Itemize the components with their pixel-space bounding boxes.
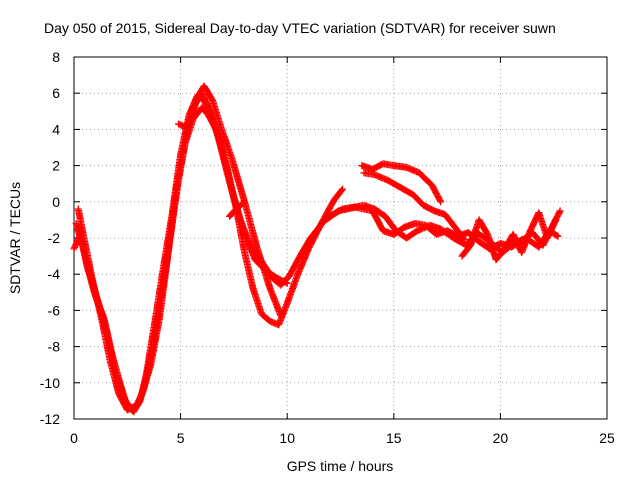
x-tick-label: 5 [177, 430, 185, 446]
x-axis-label: GPS time / hours [287, 458, 394, 474]
series-track-2 [72, 89, 347, 412]
x-tick-label: 10 [279, 430, 295, 446]
y-tick-label: -10 [40, 375, 60, 391]
data-point-marker [339, 185, 347, 193]
data-point-marker [283, 279, 291, 287]
y-tick-label: -8 [48, 339, 61, 355]
data-point-marker [338, 186, 346, 194]
y-tick-label: 2 [52, 158, 60, 174]
series-track-4 [175, 82, 285, 320]
x-tick-label: 0 [70, 430, 78, 446]
data-point-marker [238, 200, 246, 208]
data-point-marker [553, 231, 561, 239]
y-tick-label: 6 [52, 85, 60, 101]
y-tick-label: 8 [52, 49, 60, 65]
data-point-marker [556, 207, 564, 215]
data-point-marker [552, 216, 560, 224]
y-tick-label: -2 [48, 230, 61, 246]
data-point-marker [237, 201, 245, 208]
series-track-1 [70, 91, 564, 416]
data-point-marker [282, 279, 290, 287]
data-point-marker [436, 196, 444, 204]
y-tick-label: 0 [52, 194, 60, 210]
y-axis-label: SDTVAR / TECUs [7, 182, 23, 294]
chart-title: Day 050 of 2015, Sidereal Day-to-day VTE… [44, 20, 556, 36]
data-point-marker [555, 208, 563, 216]
series-track-9 [458, 209, 560, 264]
data-point-marker [554, 232, 562, 240]
y-tick-label: -6 [48, 302, 61, 318]
y-tick-label: -12 [40, 411, 60, 427]
x-tick-label: 25 [599, 430, 615, 446]
x-tick-label: 20 [493, 430, 509, 446]
series-track-7 [360, 169, 468, 244]
y-tick-label: 4 [52, 121, 60, 137]
series-track-6 [358, 160, 445, 206]
data-point-marker [277, 312, 285, 320]
data-point-marker [138, 391, 145, 399]
axis-ticks [73, 56, 608, 420]
x-tick-labels: 0 5 10 15 20 25 [70, 430, 615, 446]
data-point-marker [437, 198, 445, 206]
y-tick-labels: -12 -10 -8 -6 -4 -2 0 2 4 6 8 [40, 49, 60, 427]
y-tick-label: -4 [48, 266, 61, 282]
data-series [70, 82, 564, 416]
series-track-5 [226, 200, 246, 220]
series-track-3 [74, 104, 291, 414]
x-tick-label: 15 [386, 430, 402, 446]
